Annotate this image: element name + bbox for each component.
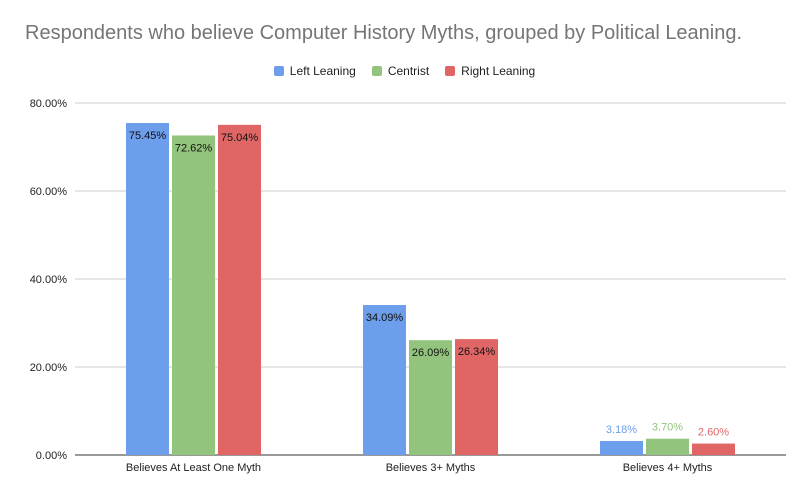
y-tick-label: 60.00%: [30, 186, 68, 198]
bar: [363, 305, 406, 455]
x-tick-label: Believes 3+ Myths: [386, 462, 476, 474]
y-tick-label: 80.00%: [30, 98, 68, 110]
bar: [455, 339, 498, 455]
legend-item-right-leaning: Right Leaning: [445, 64, 535, 78]
bar: [218, 124, 261, 455]
bar: [409, 340, 452, 455]
y-tick-label: 0.00%: [36, 450, 67, 462]
bar: [600, 441, 643, 455]
data-label: 75.04%: [221, 132, 259, 144]
data-label: 75.45%: [129, 130, 167, 142]
legend-swatch-left-leaning: [273, 66, 284, 76]
legend-label-right-leaning: Right Leaning: [461, 64, 536, 78]
chart-title: Respondents who believe Computer History…: [25, 22, 743, 44]
legend-swatch-centrist: [371, 66, 382, 76]
legend-item-left-leaning: Left Leaning: [273, 64, 356, 78]
data-label: 72.62%: [175, 142, 213, 154]
legend-swatch-right-leaning: [445, 66, 456, 76]
data-label: 26.34%: [458, 346, 496, 358]
x-tick-label: Believes 4+ Myths: [623, 462, 713, 474]
x-tick-label: Believes At Least One Myth: [126, 462, 261, 474]
legend-label-left-leaning: Left Leaning: [289, 64, 356, 78]
data-label: 2.60%: [698, 427, 729, 439]
y-tick-label: 40.00%: [30, 274, 68, 286]
y-tick-label: 20.00%: [30, 362, 68, 374]
data-label: 3.70%: [652, 422, 683, 434]
data-label: 26.09%: [412, 347, 450, 359]
bar: [126, 123, 169, 456]
legend-item-centrist: Centrist: [371, 64, 430, 78]
bar: [692, 443, 735, 455]
bar: [172, 135, 215, 456]
legend: Left Leaning Centrist Right Leaning: [0, 64, 809, 78]
bar: [646, 438, 689, 455]
data-label: 34.09%: [366, 312, 404, 324]
legend-label-centrist: Centrist: [387, 64, 430, 78]
data-label: 3.18%: [606, 424, 637, 436]
